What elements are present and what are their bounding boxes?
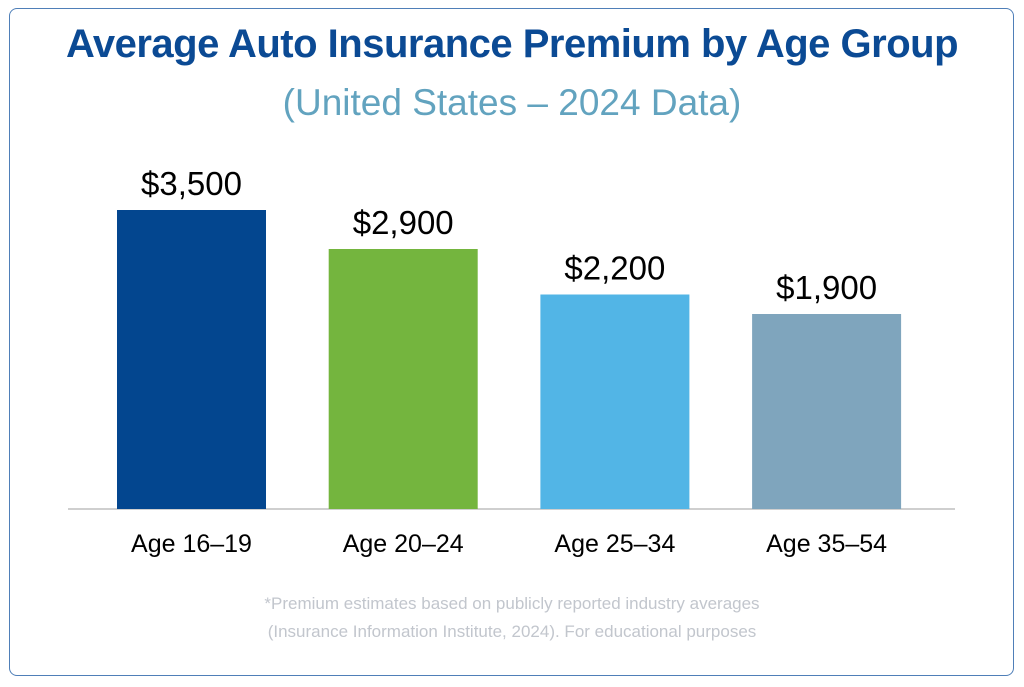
category-label-3: Age 25–34 bbox=[554, 530, 675, 558]
bar-1 bbox=[117, 210, 266, 509]
bar-3 bbox=[540, 294, 690, 509]
data-label-2: $2,900 bbox=[353, 204, 454, 241]
category-label-2: Age 20–24 bbox=[343, 530, 464, 558]
bar-4 bbox=[752, 314, 902, 509]
footnote-line-1: *Premium estimates based on publicly rep… bbox=[264, 594, 760, 613]
data-label-1: $3,500 bbox=[141, 165, 242, 202]
chart-title: Average Auto Insurance Premium by Age Gr… bbox=[65, 22, 959, 66]
data-label-3: $2,200 bbox=[564, 250, 665, 287]
chart-frame bbox=[9, 8, 1014, 676]
bar-2 bbox=[328, 249, 478, 509]
chart-subtitle: (United States – 2024 Data) bbox=[282, 82, 742, 123]
category-label-4: Age 35–54 bbox=[766, 530, 887, 558]
data-label-4: $1,900 bbox=[776, 269, 877, 306]
category-label-1: Age 16–19 bbox=[131, 530, 252, 558]
footnote-line-2: (Insurance Information Institute, 2024).… bbox=[267, 622, 757, 641]
